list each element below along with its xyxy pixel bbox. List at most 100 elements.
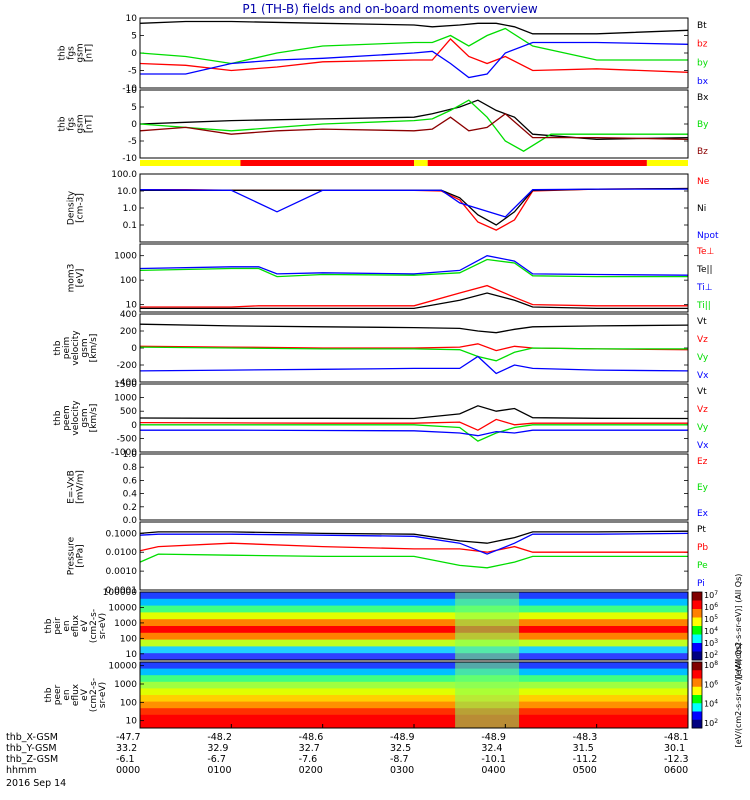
legend-entry: Ex xyxy=(697,509,709,519)
panel-frame xyxy=(139,383,689,453)
ytick-label: 0 xyxy=(131,49,137,59)
colorbar-swatch xyxy=(692,662,702,671)
ytick-label: 100 xyxy=(120,634,137,644)
panel-6-ylabel: E=-VxB[mV/m] xyxy=(67,470,86,504)
colorbar-tick-base: 10 xyxy=(704,603,714,612)
footer-value: 0400 xyxy=(481,765,505,776)
footer-value: -6.7 xyxy=(207,754,226,765)
ytick-label: 0.8 xyxy=(123,463,138,473)
ytick-label: 10000 xyxy=(108,603,137,613)
footer-value: -48.3 xyxy=(573,732,598,743)
footer-value: 32.9 xyxy=(207,743,228,754)
colorbar-swatch xyxy=(692,609,702,618)
ytick-label: 100.0 xyxy=(111,170,137,180)
panel-5-ylabel-line: velocity xyxy=(71,400,81,436)
legend-entry: Vy xyxy=(697,423,709,433)
panel-3: mom3[eV] 1000 100 10 Te⊥ Te|| Ti⊥ Ti|| xyxy=(67,243,715,313)
panel-0-ylabel-line: thb xyxy=(58,45,68,60)
panel-9-ylabel-line: peer xyxy=(53,684,63,705)
colorbar-tick-base: 10 xyxy=(704,591,714,600)
ytick-label: 1500 xyxy=(114,380,137,390)
legend-entry: Bt xyxy=(697,21,707,31)
spectrogram-band xyxy=(140,632,688,641)
ytick-label: 0 xyxy=(131,120,137,130)
ytick-label: -200 xyxy=(117,361,138,371)
footer-value: 0500 xyxy=(573,765,597,776)
legend-entry: Vt xyxy=(697,317,707,327)
colorbar-tick-exp: 4 xyxy=(714,699,718,706)
colorbar-tick-exp: 2 xyxy=(714,650,718,657)
ytick-label: 0 xyxy=(131,344,137,354)
panel-3-ylabel: mom3[eV] xyxy=(67,264,86,293)
ytick-label: 0.1 xyxy=(123,221,137,231)
series-line-Vx xyxy=(139,355,689,375)
panel-4-ylabel: thbpeimvelocitygsm[km/s] xyxy=(53,330,99,366)
ytick-label: 0.6 xyxy=(123,476,138,486)
panel-8-ylabel-line: thb xyxy=(44,618,54,633)
colorbar-tick-label: 106 xyxy=(704,679,718,689)
series-line-Bz xyxy=(139,112,689,140)
colorbar-tick-label: 108 xyxy=(704,660,718,670)
series-line-Vx xyxy=(140,429,688,437)
panel-4: thbpeimvelocitygsm[km/s] 400 200 0 -200 -400 V… xyxy=(53,310,709,388)
panel-4-ylabel-line: [km/s] xyxy=(89,334,99,363)
panel-0-ylabel-line: [nT] xyxy=(85,44,95,62)
colorbar-tick-base: 10 xyxy=(704,627,714,636)
footer-value: -12.3 xyxy=(664,754,689,765)
panel-8-ylabel-line: eflux xyxy=(71,614,81,637)
colorbar-swatch xyxy=(692,592,702,601)
series-line-Pe xyxy=(139,553,688,569)
legend-entry: Vx xyxy=(697,371,709,381)
footer-value: 0100 xyxy=(207,765,231,776)
colorbar-tick-base: 10 xyxy=(704,639,714,648)
panel-7-ylabel-line: Pressure xyxy=(67,536,77,575)
panel-3-ylabel-line: [eV] xyxy=(76,269,86,288)
colorbar-swatch xyxy=(692,719,702,729)
region-segment xyxy=(414,160,428,166)
series-line-Ti⊥ xyxy=(139,255,689,276)
colorbar-tick-exp: 2 xyxy=(714,718,718,725)
panel-frame xyxy=(139,173,689,243)
colorbar-tick-exp: 6 xyxy=(714,602,718,609)
legend-entry: Bz xyxy=(697,147,708,157)
colorbar-swatch xyxy=(692,651,702,661)
spectrogram-band xyxy=(140,701,688,709)
footer-value: -11.2 xyxy=(573,754,598,765)
colorbar-label: [eV/(cm2-s-sr-eV)] (All Qs) xyxy=(734,574,743,679)
colorbar-frame xyxy=(691,591,703,661)
ytick-label: 1.0 xyxy=(123,204,138,214)
legend-entry: bx xyxy=(697,77,709,87)
colorbar-swatch xyxy=(692,703,702,712)
ytick-label: 100 xyxy=(120,698,137,708)
panel-7-ylabel: Pressure[nPa] xyxy=(67,536,86,575)
panel-9-ylabel-line: eflux xyxy=(71,683,81,706)
panel-8-ylabel-line: peir xyxy=(53,617,63,635)
series-line-Bt xyxy=(139,20,689,35)
colorbar-tick-label: 104 xyxy=(704,626,718,636)
footer-value: 31.5 xyxy=(573,743,594,754)
legend-entry: Ey xyxy=(697,483,709,493)
panel-8-ylabel: thbpeirenefluxeV(cm2-s-sr-eV) xyxy=(44,609,108,643)
colorbar-tick-base: 10 xyxy=(704,615,714,624)
legend-entry: Pi xyxy=(697,579,705,589)
panel-9-ylabel-line: sr-eV) xyxy=(98,682,108,708)
colorbar-tick-label: 104 xyxy=(704,699,718,709)
footer-value: 0300 xyxy=(390,765,414,776)
spectrogram-band xyxy=(140,708,688,716)
colorbar-tick-base: 10 xyxy=(704,661,714,670)
footer-value: 32.4 xyxy=(481,743,502,754)
panel-5-ylabel-line: thb xyxy=(53,410,63,425)
ytick-label: -500 xyxy=(117,434,138,444)
legend-entry: by xyxy=(697,58,709,68)
footer-value: 0200 xyxy=(299,765,323,776)
colorbar-swatch xyxy=(692,695,702,704)
spectrogram-band xyxy=(140,619,688,627)
colorbar-label: [eV/(cm2-s-sr-eV)] (All Qs) xyxy=(734,643,743,748)
legend-entry: Pt xyxy=(697,525,706,535)
panel-5-ylabel: thbpeemvelocitygsm[km/s] xyxy=(53,400,99,436)
panel-7-ylabel-line: [nPa] xyxy=(76,544,86,567)
panel-background xyxy=(140,244,688,312)
panel-6-ylabel-line: [mV/m] xyxy=(76,470,86,504)
